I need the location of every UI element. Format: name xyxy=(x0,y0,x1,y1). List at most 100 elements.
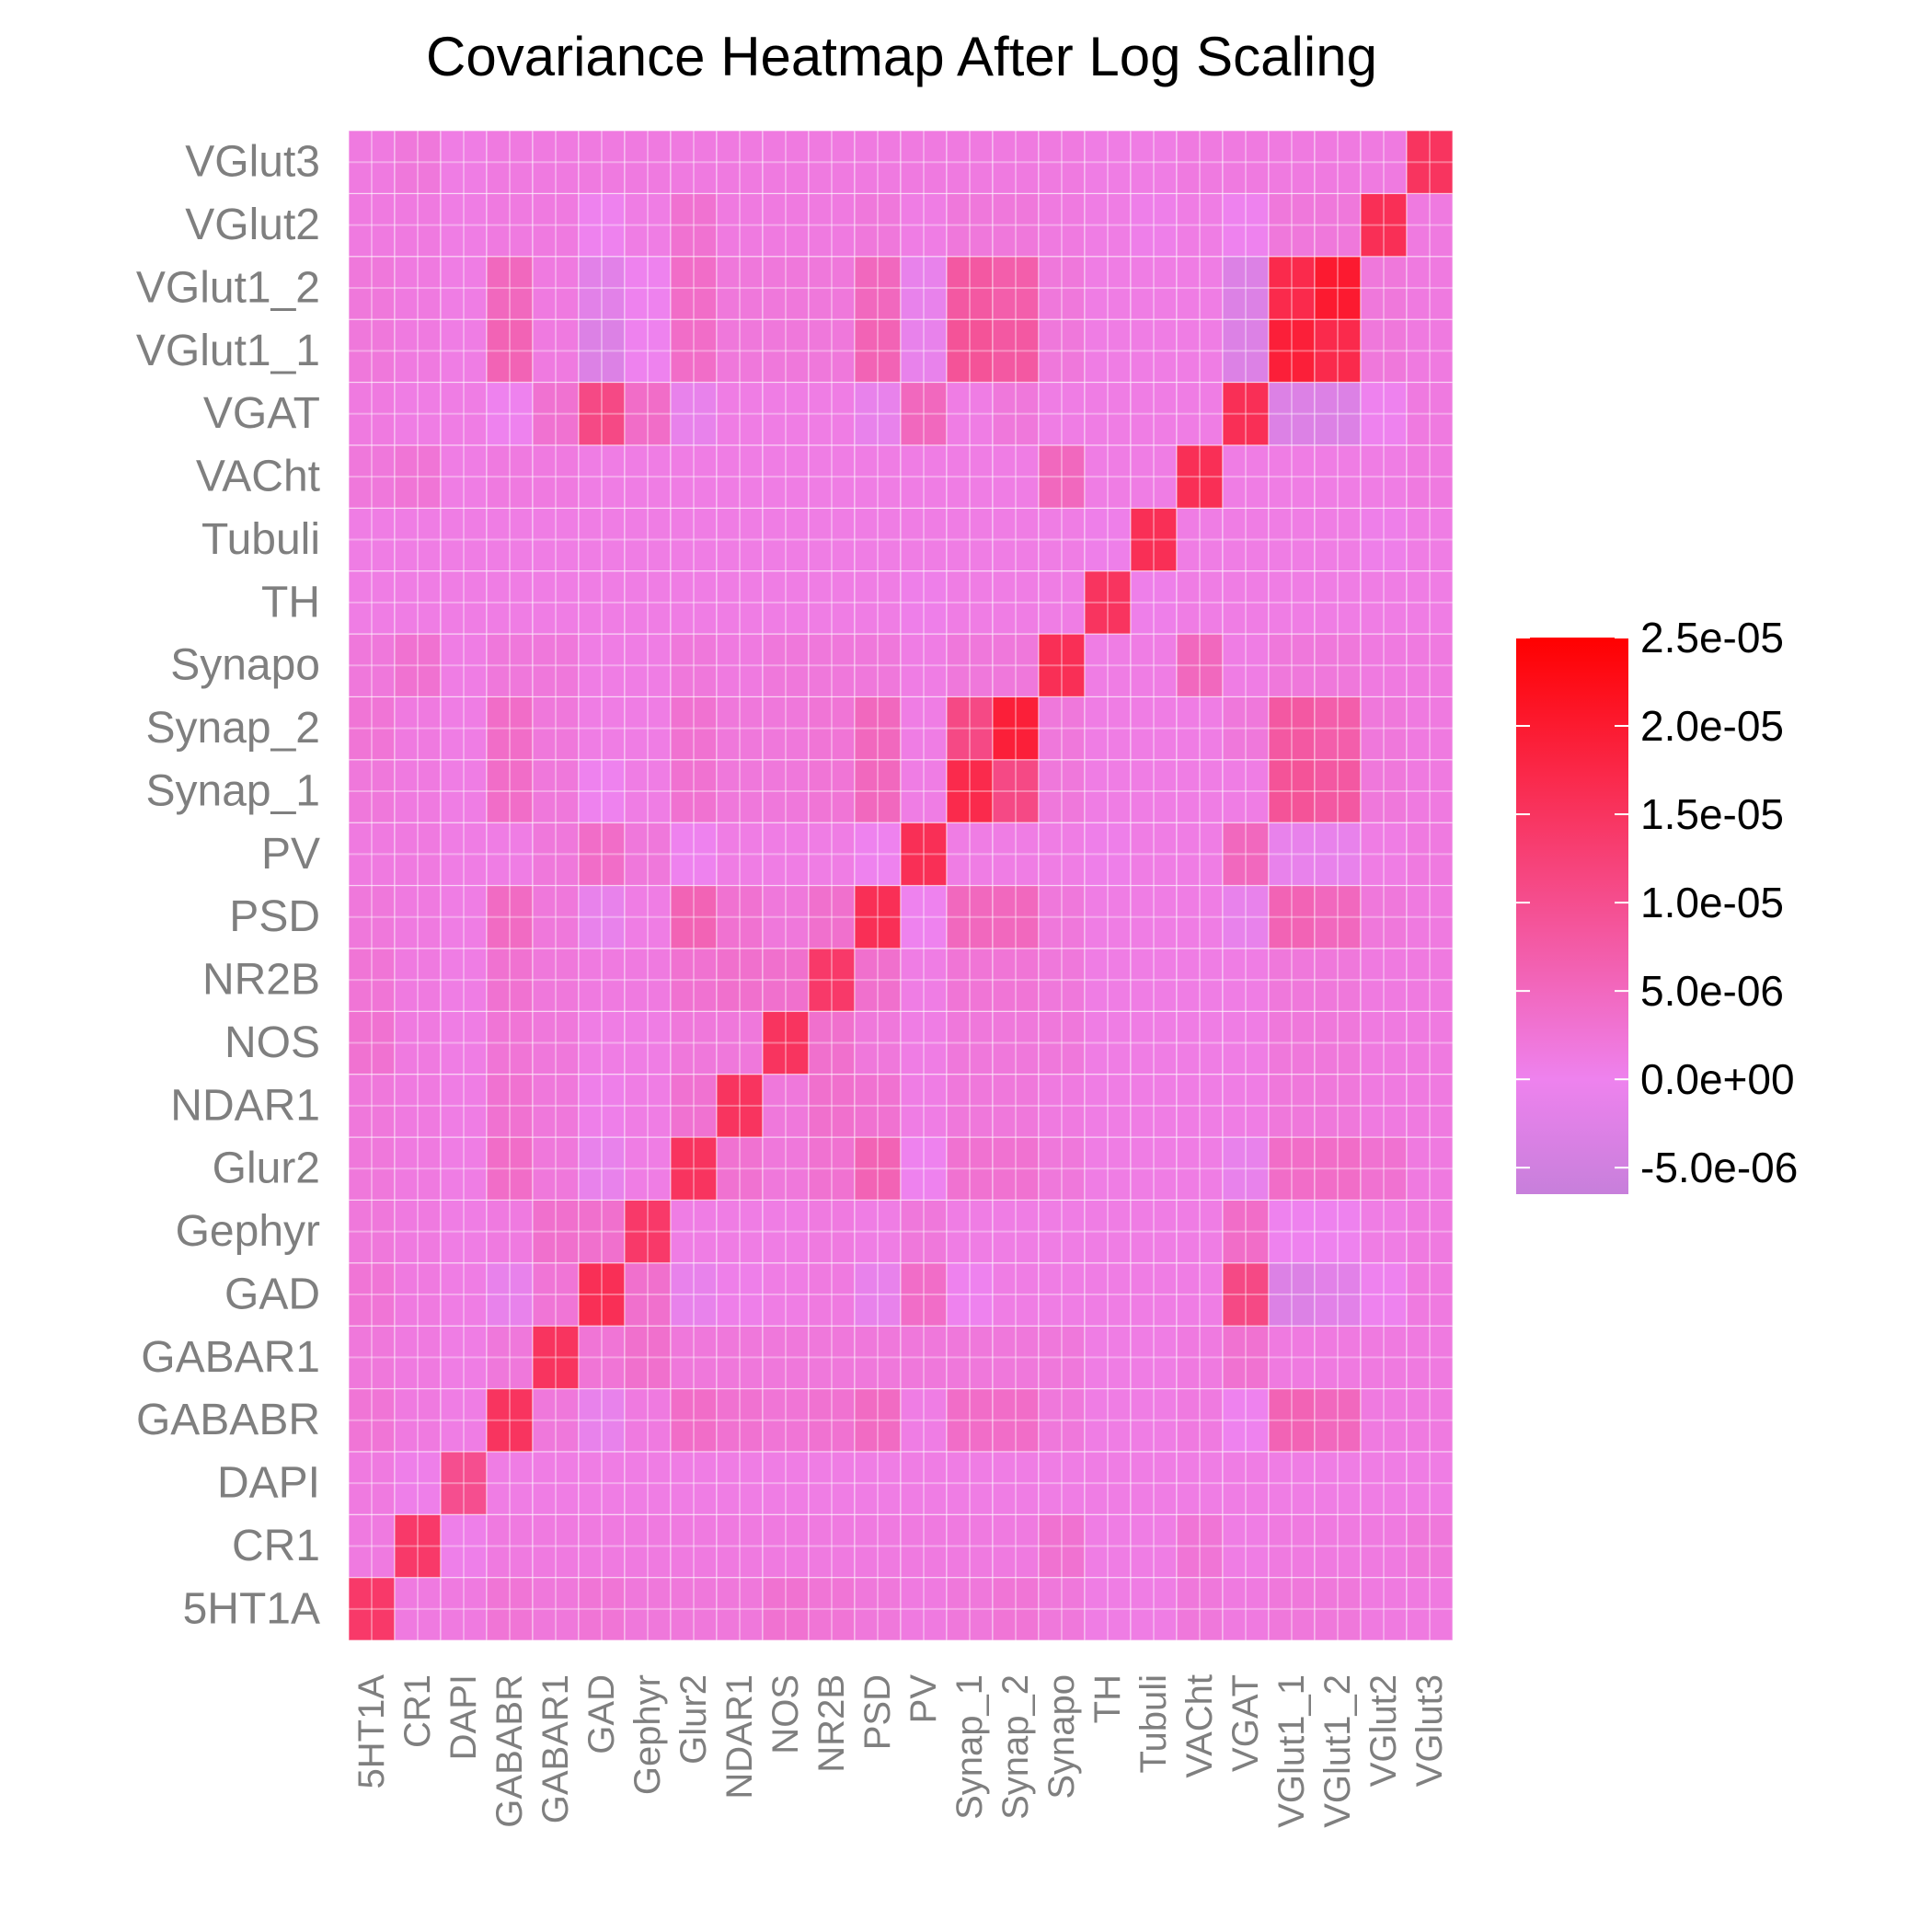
heatmap-cell xyxy=(1222,759,1270,823)
heatmap-cell xyxy=(1038,570,1086,635)
heatmap-cell xyxy=(1222,1577,1270,1641)
heatmap-cell xyxy=(1222,1010,1270,1075)
heatmap-cell xyxy=(486,256,534,320)
heatmap-cell xyxy=(670,318,718,384)
heatmap-cell xyxy=(1406,822,1454,887)
y-tick-label: CR1 xyxy=(232,1522,320,1570)
color-legend: 2.5e-05 2.0e-05 1.5e-05 1.0e-05 5.0e-06 0.0e+… xyxy=(1516,614,1798,1194)
heatmap-cell xyxy=(1222,381,1270,446)
heatmap-cell xyxy=(1176,444,1224,509)
x-tick-label: GABABR xyxy=(489,1674,530,1828)
y-tick-label: Synap_1 xyxy=(146,766,321,815)
heatmap-cell xyxy=(1268,507,1316,572)
heatmap-cell xyxy=(946,1387,994,1453)
heatmap-cell xyxy=(1360,1387,1408,1453)
heatmap-cell xyxy=(440,318,488,384)
heatmap-cell xyxy=(1360,1136,1408,1201)
heatmap-cell xyxy=(486,1513,534,1579)
heatmap-cell xyxy=(1268,1136,1316,1201)
heatmap-cell xyxy=(854,696,902,761)
heatmap-cell xyxy=(808,884,856,949)
heatmap-cell xyxy=(624,1451,672,1515)
heatmap-cell xyxy=(486,822,534,887)
heatmap-cell xyxy=(1268,256,1316,320)
heatmap-cell xyxy=(440,1074,488,1138)
heatmap-cell xyxy=(1406,1010,1454,1075)
heatmap-cell xyxy=(808,130,856,194)
heatmap-cell xyxy=(578,256,626,320)
heatmap-cell xyxy=(1130,696,1178,761)
y-tick-label: VACht xyxy=(196,453,320,501)
y-tick-label: NOS xyxy=(224,1018,320,1067)
heatmap-cell xyxy=(670,570,718,635)
heatmap-cell xyxy=(808,1513,856,1579)
heatmap-cell xyxy=(624,1262,672,1327)
heatmap-cell xyxy=(1314,1199,1362,1264)
heatmap-cell xyxy=(1360,822,1408,887)
heatmap-cell xyxy=(1084,759,1132,823)
heatmap-cell xyxy=(624,1010,672,1075)
heatmap-cell xyxy=(486,507,534,572)
heatmap-cell xyxy=(670,444,718,509)
heatmap-cell xyxy=(348,822,396,887)
heatmap-cell xyxy=(578,1325,626,1390)
legend-tick-label: 0.0e+00 xyxy=(1640,1055,1795,1103)
heatmap-cell xyxy=(394,130,442,194)
heatmap-cell xyxy=(1268,130,1316,194)
heatmap-cell xyxy=(716,1325,764,1390)
heatmap-cell xyxy=(946,444,994,509)
heatmap-cell xyxy=(808,696,856,761)
heatmap-cell xyxy=(900,318,948,384)
heatmap-cell xyxy=(394,633,442,697)
heatmap-cell xyxy=(1314,1325,1362,1390)
heatmap-cell xyxy=(1038,948,1086,1012)
heatmap-cell xyxy=(1222,570,1270,635)
x-tick-label: VGlut1_2 xyxy=(1317,1674,1358,1828)
heatmap-cell xyxy=(808,444,856,509)
heatmap-cell xyxy=(1130,948,1178,1012)
heatmap-cell xyxy=(1360,1010,1408,1075)
heatmap-cell xyxy=(440,444,488,509)
heatmap-cell xyxy=(854,1010,902,1075)
y-tick-label: Tubuli xyxy=(201,515,320,564)
heatmap-cell xyxy=(1038,444,1086,509)
heatmap-cell xyxy=(716,570,764,635)
heatmap-cell xyxy=(1222,192,1270,258)
heatmap-cell xyxy=(1222,444,1270,509)
heatmap-cell xyxy=(440,759,488,823)
y-tick-label: Synapo xyxy=(170,641,320,690)
heatmap-cell xyxy=(348,1451,396,1515)
y-tick-label: DAPI xyxy=(217,1459,320,1508)
heatmap-cell xyxy=(1130,759,1178,823)
y-tick-label: VGlut2 xyxy=(185,201,320,249)
heatmap-cell xyxy=(624,1387,672,1453)
heatmap-cell xyxy=(1176,1262,1224,1327)
heatmap-cell xyxy=(578,1262,626,1327)
heatmap-cell xyxy=(394,822,442,887)
heatmap-cell xyxy=(1176,948,1224,1012)
y-tick-label: Gephyr xyxy=(176,1207,320,1256)
heatmap-cell xyxy=(1314,1387,1362,1453)
heatmap-cell xyxy=(1222,1325,1270,1390)
heatmap-cell xyxy=(716,696,764,761)
heatmap-cell xyxy=(762,822,810,887)
heatmap-cell xyxy=(578,507,626,572)
heatmap-cell xyxy=(1314,192,1362,258)
heatmap-cell xyxy=(486,318,534,384)
y-tick-label: VGAT xyxy=(203,389,320,438)
heatmap-cell xyxy=(1084,1262,1132,1327)
heatmap-cell xyxy=(1130,130,1178,194)
heatmap-cell xyxy=(1130,1577,1178,1641)
heatmap-cell xyxy=(532,1577,580,1641)
heatmap-cell xyxy=(1176,1199,1224,1264)
heatmap-cell xyxy=(1176,1577,1224,1641)
heatmap-cell xyxy=(578,633,626,697)
heatmap-cell xyxy=(394,1577,442,1641)
heatmap-cell xyxy=(1268,884,1316,949)
y-tick-label: GABABR xyxy=(136,1396,320,1444)
heatmap-cell xyxy=(946,192,994,258)
heatmap-cell xyxy=(670,507,718,572)
heatmap-cell xyxy=(624,192,672,258)
heatmap-cell xyxy=(1360,570,1408,635)
